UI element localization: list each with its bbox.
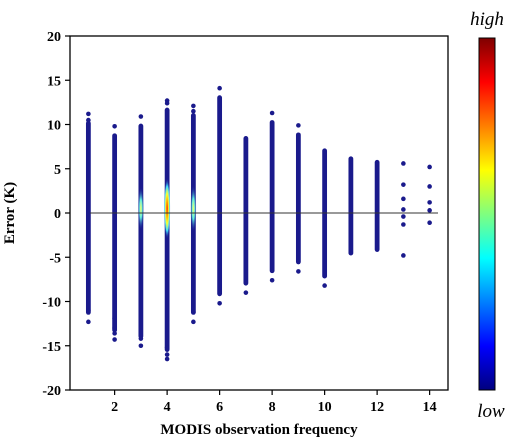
x-tick-label: 10 [318, 400, 332, 415]
data-point [112, 337, 117, 342]
y-tick-label: -5 [49, 251, 61, 266]
data-point [401, 161, 406, 166]
colorbar-high-label: high [470, 9, 504, 30]
data-point [164, 356, 170, 362]
data-point [296, 269, 301, 274]
data-point [138, 114, 144, 119]
y-tick-label: 5 [54, 163, 61, 178]
colorbar-low-label: low [477, 401, 505, 422]
data-point [427, 200, 432, 205]
x-axis-label: MODIS observation frequency [160, 422, 358, 438]
data-column [322, 148, 328, 288]
data-column [295, 123, 301, 274]
data-columns [85, 85, 432, 362]
data-point [191, 103, 196, 109]
data-point [217, 300, 222, 306]
data-column [243, 136, 249, 295]
data-point [269, 277, 275, 283]
data-column [348, 156, 354, 256]
data-point [86, 308, 91, 313]
data-point [112, 316, 117, 321]
data-point [401, 253, 406, 258]
data-column [401, 161, 406, 258]
data-point [401, 182, 406, 187]
data-point [191, 309, 196, 315]
data-column [217, 85, 223, 306]
x-tick-label: 14 [423, 400, 437, 415]
x-axis-ticks: 2 4 6 8 10 12 14 [111, 390, 437, 415]
data-point [112, 123, 117, 129]
data-column [427, 164, 432, 226]
column-core [112, 133, 118, 333]
y-tick-label: 15 [47, 74, 61, 89]
column-core [138, 123, 144, 339]
data-point [112, 331, 117, 336]
data-column [374, 159, 380, 252]
column-core [374, 159, 380, 252]
data-point [138, 336, 144, 341]
x-tick-label: 12 [370, 400, 384, 415]
x-tick-label: 8 [269, 400, 276, 415]
data-point [296, 123, 301, 128]
data-column [112, 123, 118, 342]
y-tick-label: 20 [47, 30, 61, 45]
data-column [137, 114, 144, 349]
data-point [164, 345, 170, 350]
y-tick-label: -15 [42, 340, 61, 355]
column-core [85, 120, 91, 315]
colorbar [478, 37, 496, 391]
column-core [295, 132, 301, 265]
data-point [269, 110, 275, 116]
data-point [427, 164, 432, 170]
data-point [401, 196, 406, 202]
data-point [217, 85, 222, 91]
data-point [86, 319, 91, 325]
data-point [401, 222, 406, 227]
y-tick-label: 0 [54, 207, 61, 222]
data-point [164, 352, 170, 357]
column-core [348, 156, 354, 256]
data-column [190, 103, 197, 325]
data-point [164, 100, 170, 106]
y-axis-ticks: -20 -15 -10 -5 0 5 10 15 20 [42, 30, 70, 399]
x-tick-label: 2 [111, 400, 118, 415]
data-point [243, 290, 249, 295]
density-hotspot [190, 185, 197, 232]
data-column [269, 110, 275, 283]
data-point [401, 207, 406, 212]
data-point [322, 283, 327, 288]
y-tick-label: -10 [42, 296, 61, 311]
density-hotspot [163, 178, 171, 239]
data-point [427, 220, 432, 226]
y-axis-label: Error (K) [2, 182, 18, 244]
data-point [427, 208, 432, 213]
data-column [85, 111, 91, 325]
data-point [86, 111, 91, 117]
x-tick-label: 6 [216, 400, 223, 415]
data-point [138, 343, 144, 349]
data-point [86, 117, 91, 123]
x-tick-label: 4 [164, 400, 171, 415]
y-tick-label: 10 [47, 119, 61, 134]
density-hotspot [137, 187, 144, 230]
y-tick-label: -20 [42, 384, 61, 399]
data-point [191, 108, 196, 114]
data-point [191, 319, 196, 325]
data-column [163, 98, 171, 362]
data-point [112, 325, 117, 331]
column-core [243, 136, 249, 286]
column-core [217, 95, 223, 297]
data-point [401, 214, 406, 219]
data-point [427, 184, 432, 189]
column-core [269, 120, 275, 274]
